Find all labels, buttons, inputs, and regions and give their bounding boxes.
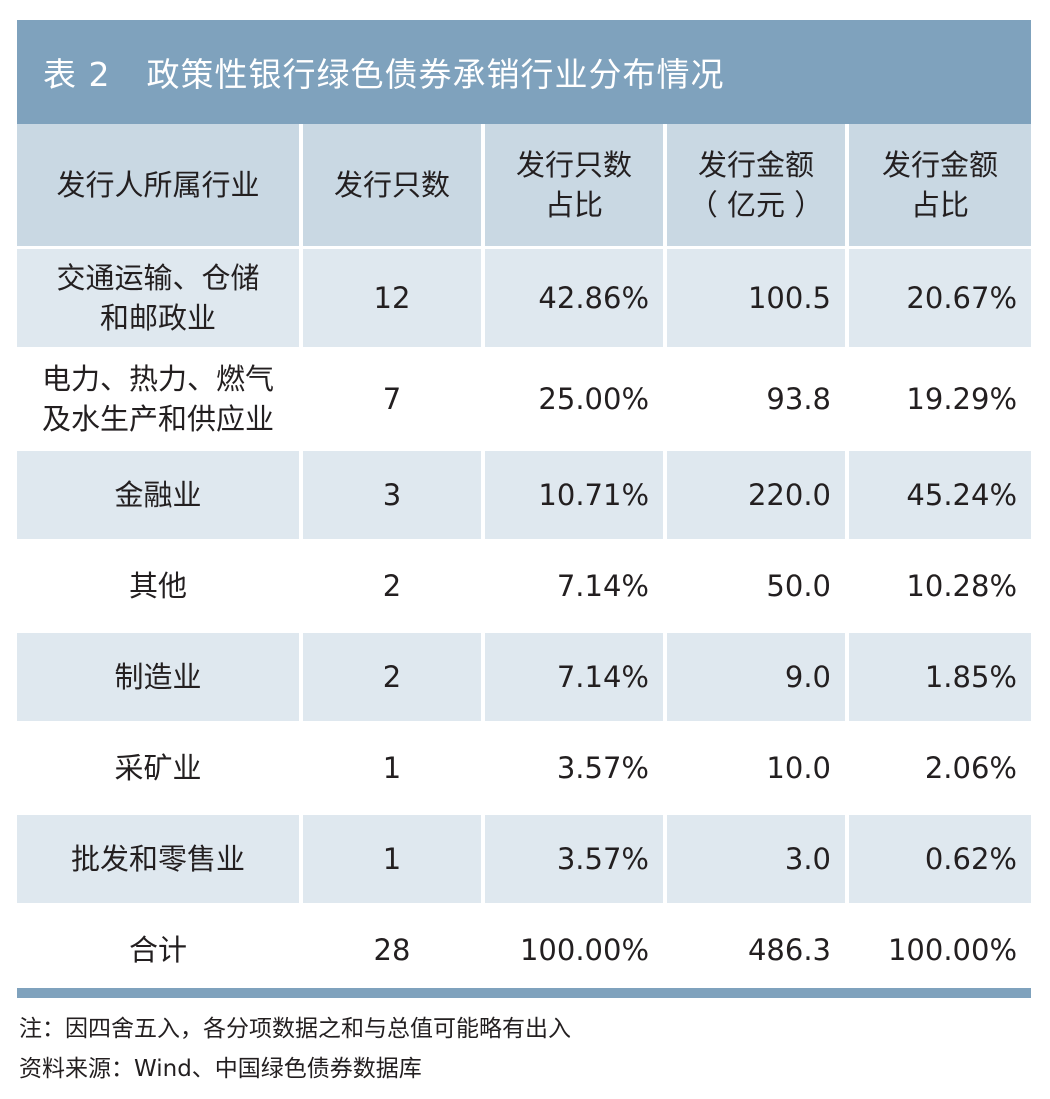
- header-amount-share: 发行金额 占比: [849, 124, 1031, 249]
- header-row: 发行人所属行业 发行只数 发行只数 占比 发行金额（ 亿元 ） 发行金额 占比: [17, 124, 1031, 249]
- count-cell: 1: [303, 724, 485, 815]
- header-amount: 发行金额（ 亿元 ）: [667, 124, 849, 249]
- industry-cell: 其他: [17, 542, 303, 633]
- amount-cell: 10.0: [667, 724, 849, 815]
- table-row: 金融业 3 10.71% 220.0 45.24%: [17, 451, 1031, 542]
- total-count: 28: [303, 906, 485, 994]
- amount-share-cell: 0.62%: [849, 815, 1031, 906]
- total-row: 合计 28 100.00% 486.3 100.00%: [17, 906, 1031, 994]
- header-count-share: 发行只数 占比: [485, 124, 667, 249]
- amount-cell: 93.8: [667, 350, 849, 451]
- amount-cell: 3.0: [667, 815, 849, 906]
- count-share-cell: 7.14%: [485, 542, 667, 633]
- count-cell: 7: [303, 350, 485, 451]
- table-row: 批发和零售业 1 3.57% 3.0 0.62%: [17, 815, 1031, 906]
- amount-share-cell: 20.67%: [849, 249, 1031, 350]
- table-number: 表 2: [43, 55, 111, 94]
- count-share-cell: 25.00%: [485, 350, 667, 451]
- industry-cell: 电力、热力、燃气 及水生产和供应业: [17, 350, 303, 451]
- count-share-cell: 7.14%: [485, 633, 667, 724]
- table-row: 电力、热力、燃气 及水生产和供应业 7 25.00% 93.8 19.29%: [17, 350, 1031, 451]
- rounding-note: 注：因四舍五入，各分项数据之和与总值可能略有出入: [19, 1016, 571, 1042]
- count-share-cell: 42.86%: [485, 249, 667, 350]
- count-cell: 2: [303, 542, 485, 633]
- count-share-cell: 3.57%: [485, 815, 667, 906]
- total-count-share: 100.00%: [485, 906, 667, 994]
- table-bottom-rule: [17, 988, 1031, 998]
- count-cell: 3: [303, 451, 485, 542]
- amount-cell: 9.0: [667, 633, 849, 724]
- table-row: 其他 2 7.14% 50.0 10.28%: [17, 542, 1031, 633]
- amount-cell: 220.0: [667, 451, 849, 542]
- count-cell: 1: [303, 815, 485, 906]
- total-label: 合计: [17, 906, 303, 994]
- industry-cell: 交通运输、仓储 和邮政业: [17, 249, 303, 350]
- total-amount: 486.3: [667, 906, 849, 994]
- header-industry: 发行人所属行业: [17, 124, 303, 249]
- table-row: 制造业 2 7.14% 9.0 1.85%: [17, 633, 1031, 724]
- header-count: 发行只数: [303, 124, 485, 249]
- industry-cell: 采矿业: [17, 724, 303, 815]
- table-row: 交通运输、仓储 和邮政业 12 42.86% 100.5 20.67%: [17, 249, 1031, 350]
- amount-share-cell: 45.24%: [849, 451, 1031, 542]
- count-share-cell: 3.57%: [485, 724, 667, 815]
- amount-share-cell: 1.85%: [849, 633, 1031, 724]
- industry-cell: 批发和零售业: [17, 815, 303, 906]
- total-amount-share: 100.00%: [849, 906, 1031, 994]
- table-title-bar: 表 2 政策性银行绿色债券承销行业分布情况: [17, 20, 1031, 124]
- amount-share-cell: 10.28%: [849, 542, 1031, 633]
- table-row: 采矿业 1 3.57% 10.0 2.06%: [17, 724, 1031, 815]
- industry-cell: 金融业: [17, 451, 303, 542]
- industry-cell: 制造业: [17, 633, 303, 724]
- amount-share-cell: 19.29%: [849, 350, 1031, 451]
- table-title: 政策性银行绿色债券承销行业分布情况: [146, 55, 725, 94]
- amount-share-cell: 2.06%: [849, 724, 1031, 815]
- amount-cell: 100.5: [667, 249, 849, 350]
- amount-cell: 50.0: [667, 542, 849, 633]
- count-share-cell: 10.71%: [485, 451, 667, 542]
- count-cell: 2: [303, 633, 485, 724]
- count-cell: 12: [303, 249, 485, 350]
- data-table: 发行人所属行业 发行只数 发行只数 占比 发行金额（ 亿元 ） 发行金额 占比 交通…: [17, 124, 1031, 994]
- source-note: 资料来源：Wind、中国绿色债券数据库: [19, 1056, 422, 1082]
